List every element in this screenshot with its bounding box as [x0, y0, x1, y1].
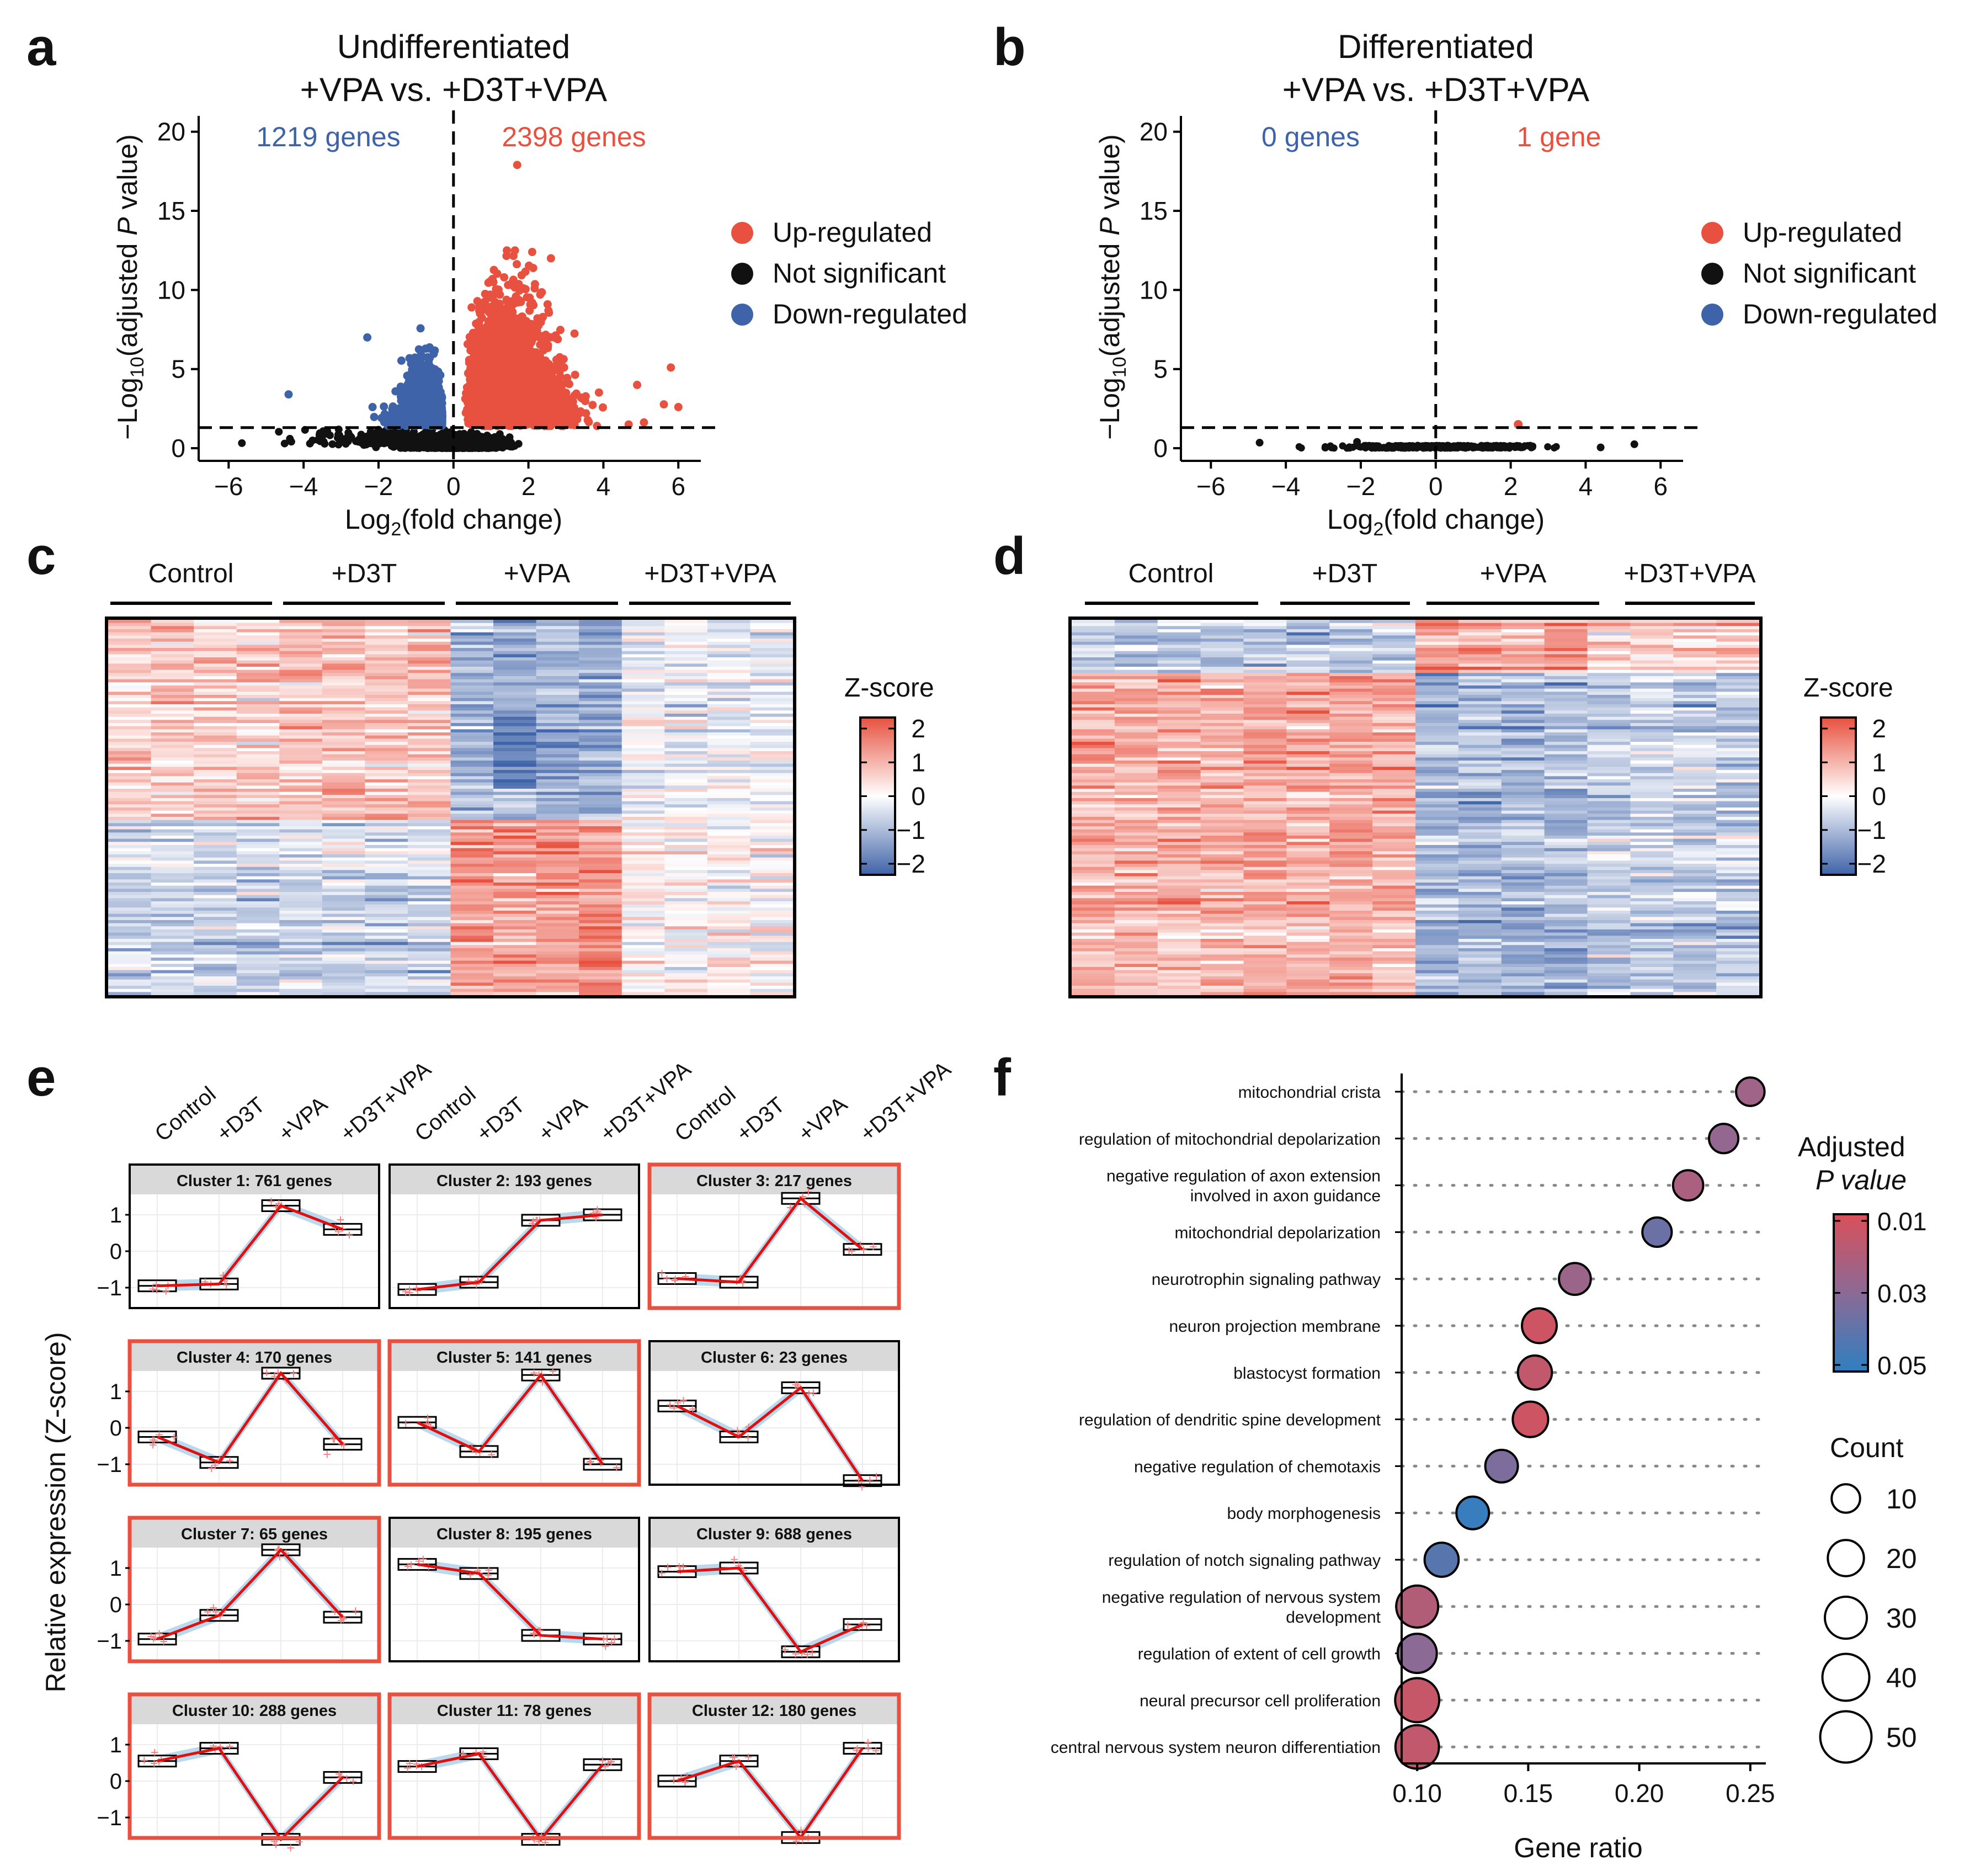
ns-point: [492, 444, 501, 452]
down-point: [370, 413, 379, 422]
down-point: [418, 410, 427, 418]
ns-point: [321, 430, 329, 438]
up-point: [521, 267, 530, 276]
ns-point: [446, 439, 455, 447]
down-point: [421, 344, 430, 353]
ns-point: [467, 442, 476, 450]
ns-point: [377, 432, 385, 440]
ns-point: [308, 436, 317, 444]
up-point: [539, 312, 547, 321]
up-point: [530, 284, 539, 293]
ns-point: [427, 444, 435, 452]
up-point: [583, 416, 592, 424]
volcano-a-points: [238, 161, 683, 453]
ns-point: [435, 441, 444, 449]
down-point: [438, 407, 446, 416]
up-point: [594, 388, 603, 397]
down-point: [396, 382, 405, 391]
down-point: [380, 402, 388, 411]
ns-point: [342, 440, 350, 448]
ns-point: [383, 438, 391, 447]
up-point: [467, 303, 476, 312]
down-point: [410, 376, 419, 385]
down-point: [430, 366, 439, 375]
ns-point: [440, 429, 448, 438]
up-point: [659, 400, 668, 409]
panel-label-a: a: [26, 18, 56, 77]
down-point: [430, 404, 439, 413]
down-point: [422, 418, 431, 427]
down-point: [407, 408, 416, 417]
ns-point: [275, 428, 283, 436]
volcano-a-title-line1: Undifferentiated: [337, 28, 571, 65]
ns-point: [328, 440, 337, 448]
down-point: [397, 356, 406, 365]
down-point: [368, 403, 377, 412]
down-point: [412, 360, 420, 369]
ns-point: [334, 431, 342, 439]
up-point: [513, 260, 521, 269]
up-point: [563, 374, 572, 382]
ns-point: [408, 438, 417, 446]
ns-point: [401, 430, 409, 438]
down-point: [391, 416, 400, 425]
up-point: [571, 370, 579, 379]
ns-point: [480, 437, 488, 445]
up-point: [581, 392, 590, 401]
ns-point: [491, 433, 499, 441]
ns-point: [361, 435, 370, 443]
ns-point: [369, 435, 377, 444]
up-point: [598, 403, 607, 412]
ns-point: [503, 442, 512, 450]
down-point: [424, 394, 433, 402]
down-point: [423, 377, 432, 386]
up-point: [536, 290, 545, 299]
panel-a: a Undifferentiated +VPA vs. +D3T+VPA −6−…: [26, 18, 967, 540]
up-point: [570, 329, 579, 338]
ns-point: [354, 438, 363, 446]
ns-point: [393, 429, 401, 438]
down-point: [416, 324, 425, 333]
up-point: [535, 333, 544, 342]
down-point: [379, 414, 388, 423]
ns-point: [238, 439, 246, 447]
up-point: [588, 401, 597, 410]
ns-point: [458, 444, 466, 452]
up-point: [503, 246, 512, 255]
ns-point: [287, 438, 295, 446]
volcano-a-title-line2: +VPA vs. +D3T+VPA: [300, 71, 607, 108]
down-point: [429, 349, 438, 358]
ns-point: [320, 438, 328, 446]
down-point: [434, 418, 443, 427]
